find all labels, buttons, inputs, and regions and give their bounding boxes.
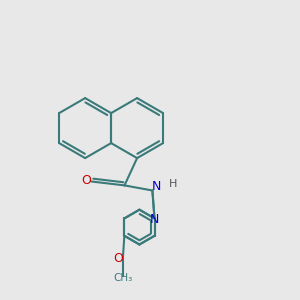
Text: O: O — [81, 174, 91, 188]
Text: N: N — [150, 213, 159, 226]
Text: H: H — [169, 179, 177, 189]
Text: O: O — [113, 252, 123, 265]
Text: N: N — [152, 180, 162, 194]
Text: CH₃: CH₃ — [113, 273, 133, 283]
